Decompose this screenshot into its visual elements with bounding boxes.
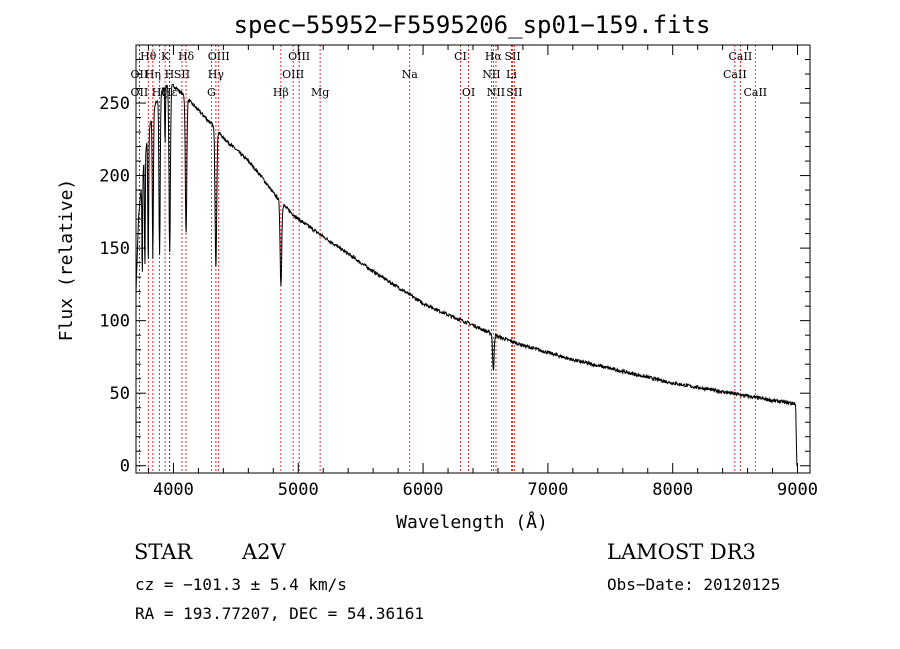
spectral-line-label: OII bbox=[131, 86, 149, 99]
spectral-line-label: K bbox=[161, 50, 170, 63]
y-tick-label: 150 bbox=[99, 239, 130, 259]
spectral-line-label: Na bbox=[402, 68, 419, 81]
spectral-line-label: Hγ bbox=[208, 68, 225, 81]
spectral-line-label: Li bbox=[506, 68, 517, 81]
spectral-line-label: NII bbox=[482, 68, 500, 81]
y-tick-label: 0 bbox=[120, 457, 130, 477]
spectral-line-label: Hθ bbox=[140, 50, 157, 63]
spectral-line-label: SII bbox=[504, 50, 520, 63]
spectral-line-label: CI bbox=[454, 50, 467, 63]
x-tick-label: 8000 bbox=[652, 480, 693, 500]
x-tick-label: 9000 bbox=[777, 480, 818, 500]
spectral-line-label: Hη bbox=[145, 68, 161, 81]
x-axis-label: Wavelength (Å) bbox=[396, 511, 548, 533]
spectral-line-label: CaII bbox=[729, 50, 753, 63]
x-tick-label: 5000 bbox=[278, 480, 319, 500]
plot-frame bbox=[135, 44, 811, 474]
spectral-line-label: CaII bbox=[723, 68, 747, 81]
y-tick-label: 250 bbox=[99, 94, 130, 114]
spectral-line-label: G bbox=[207, 86, 216, 99]
coordinates: RA = 193.77207, DEC = 54.36161 bbox=[135, 604, 424, 623]
spectral-line-markers bbox=[138, 45, 756, 473]
chart-title: spec−55952−F5595206_sp01−159.fits bbox=[234, 11, 711, 39]
spectral-line-label: OIII bbox=[288, 50, 310, 63]
spectral-line-label: Hβ bbox=[273, 86, 289, 99]
x-tick-label: 7000 bbox=[527, 480, 568, 500]
y-axis-ticks: 0 50 100 150 200 250 bbox=[99, 59, 810, 477]
y-axis-label: Flux (relative) bbox=[56, 179, 77, 342]
object-class: STAR bbox=[134, 540, 193, 564]
spectral-line-label: NII bbox=[487, 86, 505, 99]
observation-date: Obs−Date: 20120125 bbox=[607, 575, 780, 594]
spectral-line-label: SII bbox=[174, 68, 190, 81]
spectral-line-label: Hα bbox=[485, 50, 503, 63]
y-tick-label: 50 bbox=[110, 384, 130, 404]
spectral-line-label: Hδ bbox=[178, 50, 195, 63]
spectral-line-label: OIII bbox=[282, 68, 304, 81]
spectral-line-label: OIII bbox=[208, 50, 230, 63]
y-tick-label: 100 bbox=[99, 312, 130, 332]
y-tick-label: 200 bbox=[99, 167, 130, 187]
survey-name: LAMOST DR3 bbox=[607, 540, 756, 564]
spectral-line-label: Mg bbox=[311, 86, 329, 99]
spectrum-line bbox=[135, 83, 798, 466]
x-axis-ticks: 4000 5000 6000 7000 8000 9000 bbox=[147, 45, 818, 500]
redshift-velocity: cz = −101.3 ± 5.4 km/s bbox=[135, 575, 347, 594]
spectral-line-label: CaII bbox=[743, 86, 767, 99]
spectral-line-label: H bbox=[165, 68, 175, 81]
x-tick-label: 4000 bbox=[153, 480, 194, 500]
spectral-line-label: OI bbox=[462, 86, 475, 99]
spectral-line-label: SII bbox=[506, 86, 522, 99]
object-subclass: A2V bbox=[241, 540, 287, 564]
x-tick-label: 6000 bbox=[403, 480, 444, 500]
